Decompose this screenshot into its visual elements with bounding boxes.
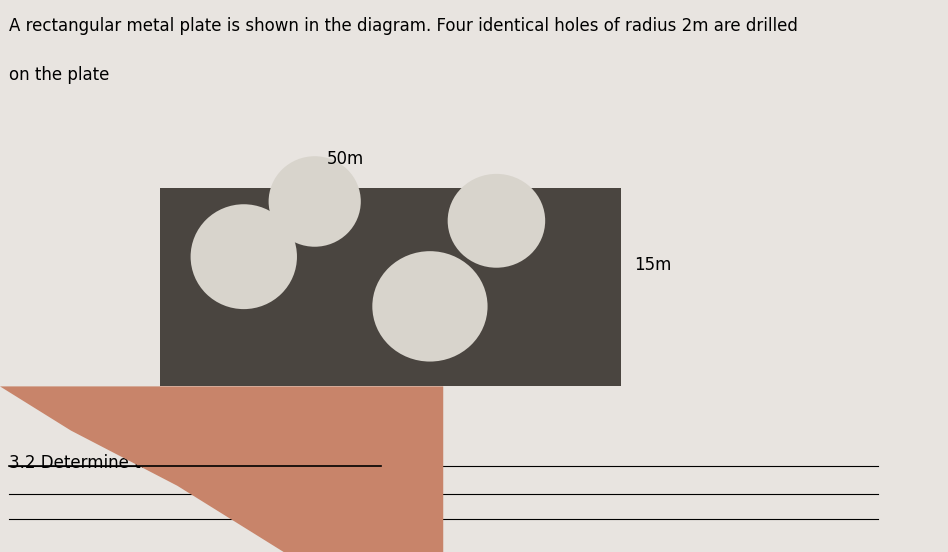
Ellipse shape [268, 156, 361, 247]
Ellipse shape [447, 174, 545, 268]
Bar [159, 188, 621, 386]
Text: A rectangular metal plate is shown in the diagram. Four identical holes of radiu: A rectangular metal plate is shown in th… [9, 17, 797, 35]
Text: 3.2 Determine the area of 4 circles: 3.2 Determine the area of 4 circles [9, 454, 299, 472]
Ellipse shape [373, 251, 487, 362]
Text: 50m: 50m [327, 150, 364, 168]
Text: 15m: 15m [634, 256, 671, 274]
Ellipse shape [191, 204, 297, 309]
Polygon shape [0, 386, 444, 552]
Text: on the plate: on the plate [9, 66, 109, 84]
